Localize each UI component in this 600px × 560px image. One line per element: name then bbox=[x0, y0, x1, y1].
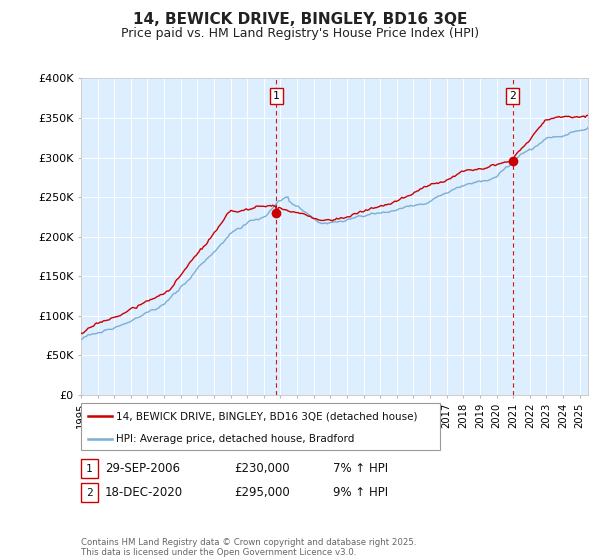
Text: HPI: Average price, detached house, Bradford: HPI: Average price, detached house, Brad… bbox=[116, 434, 354, 444]
Text: 9% ↑ HPI: 9% ↑ HPI bbox=[333, 486, 388, 500]
Text: Price paid vs. HM Land Registry's House Price Index (HPI): Price paid vs. HM Land Registry's House … bbox=[121, 27, 479, 40]
Text: 14, BEWICK DRIVE, BINGLEY, BD16 3QE (detached house): 14, BEWICK DRIVE, BINGLEY, BD16 3QE (det… bbox=[116, 411, 418, 421]
Text: 2: 2 bbox=[509, 91, 516, 101]
Text: 7% ↑ HPI: 7% ↑ HPI bbox=[333, 462, 388, 475]
Text: 14, BEWICK DRIVE, BINGLEY, BD16 3QE: 14, BEWICK DRIVE, BINGLEY, BD16 3QE bbox=[133, 12, 467, 27]
Text: 1: 1 bbox=[86, 464, 93, 474]
Text: £295,000: £295,000 bbox=[234, 486, 290, 500]
Text: 29-SEP-2006: 29-SEP-2006 bbox=[105, 462, 180, 475]
Text: £230,000: £230,000 bbox=[234, 462, 290, 475]
Text: Contains HM Land Registry data © Crown copyright and database right 2025.
This d: Contains HM Land Registry data © Crown c… bbox=[81, 538, 416, 557]
Text: 1: 1 bbox=[273, 91, 280, 101]
Text: 18-DEC-2020: 18-DEC-2020 bbox=[105, 486, 183, 500]
Text: 2: 2 bbox=[86, 488, 93, 498]
